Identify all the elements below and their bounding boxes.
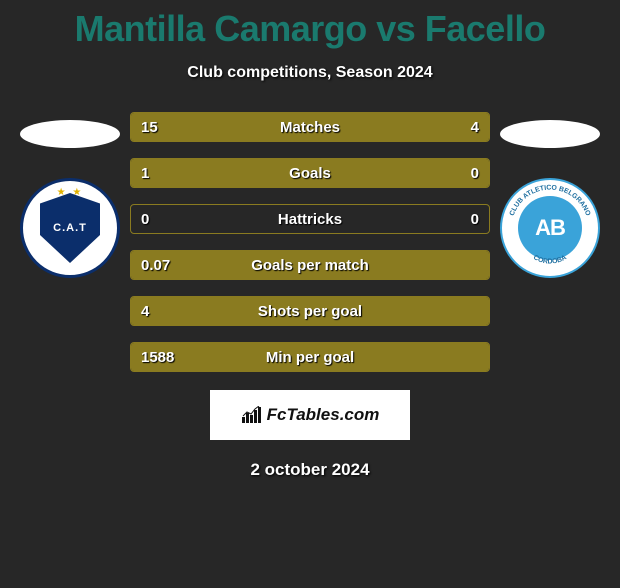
right-column: CLUB ATLETICO BELGRANO CORDOBA AB	[490, 112, 610, 278]
svg-text:CLUB ATLETICO BELGRANO: CLUB ATLETICO BELGRANO	[509, 185, 592, 218]
stat-label: Goals per match	[131, 257, 489, 274]
stat-label: Goals	[131, 165, 489, 182]
stat-row: 1588Min per goal	[130, 342, 490, 372]
stat-label: Hattricks	[131, 211, 489, 228]
left-club-badge: ★ ★ C.A.T	[20, 178, 120, 278]
stat-label: Matches	[131, 119, 489, 136]
svg-text:CORDOBA: CORDOBA	[532, 254, 568, 265]
right-value: 0	[471, 211, 479, 228]
right-player-ellipse	[500, 120, 600, 148]
page-title: Mantilla Camargo vs Facello	[0, 8, 620, 50]
shield-icon: C.A.T	[40, 193, 100, 263]
stat-row: 1Goals0	[130, 158, 490, 188]
right-club-badge: CLUB ATLETICO BELGRANO CORDOBA AB	[500, 178, 600, 278]
stat-row: 4Shots per goal	[130, 296, 490, 326]
subtitle: Club competitions, Season 2024	[0, 64, 620, 82]
stat-label: Min per goal	[131, 349, 489, 366]
stat-row: 15Matches4	[130, 112, 490, 142]
stat-row: 0.07Goals per match	[130, 250, 490, 280]
date-label: 2 october 2024	[0, 460, 620, 480]
bar-chart-icon	[241, 406, 263, 424]
stat-label: Shots per goal	[131, 303, 489, 320]
ring-text: CLUB ATLETICO BELGRANO CORDOBA	[502, 180, 598, 276]
stat-bars: 15Matches41Goals00Hattricks00.07Goals pe…	[130, 112, 490, 372]
left-column: ★ ★ C.A.T	[10, 112, 130, 278]
logo-text: FcTables.com	[267, 405, 380, 425]
right-value: 4	[471, 119, 479, 136]
left-badge-text: C.A.T	[53, 222, 87, 234]
stat-row: 0Hattricks0	[130, 204, 490, 234]
fctables-logo[interactable]: FcTables.com	[210, 390, 410, 440]
comparison-content: ★ ★ C.A.T 15Matches41Goals00Hattricks00.…	[0, 112, 620, 372]
left-player-ellipse	[20, 120, 120, 148]
right-value: 0	[471, 165, 479, 182]
